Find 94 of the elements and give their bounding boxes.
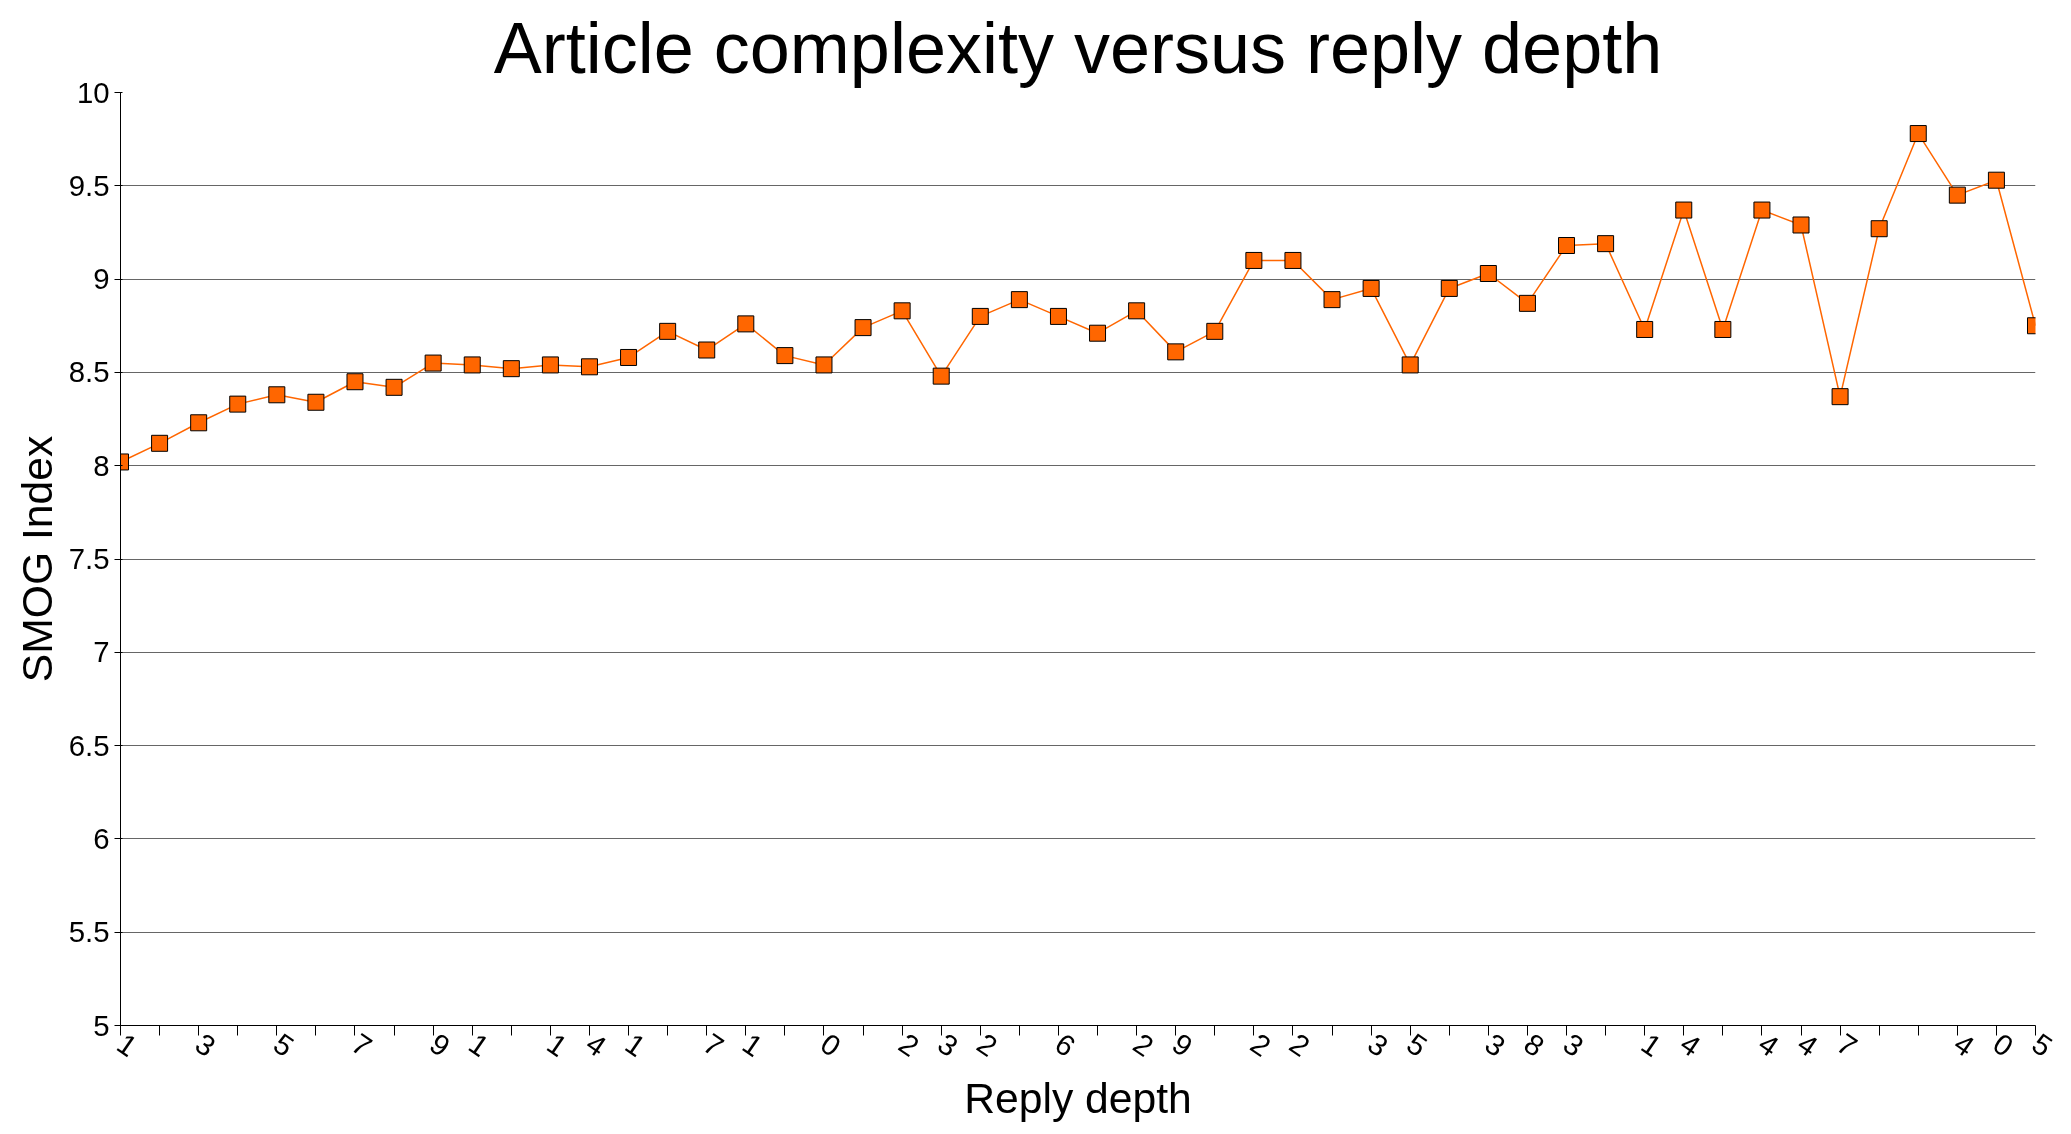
point [1010, 291, 1028, 309]
point [1558, 237, 1576, 255]
x-axis-title: Reply depth [964, 1074, 1192, 1123]
point [1245, 251, 1263, 269]
x-tick-label: 3 [932, 1026, 965, 1063]
point [659, 322, 677, 340]
point [502, 360, 520, 378]
point [1753, 201, 1771, 219]
point [776, 347, 794, 365]
x-tick-label: 9 [1166, 1026, 1199, 1063]
point [1870, 220, 1888, 238]
point [1440, 279, 1458, 297]
x-tick-label: 4 [1948, 1026, 1981, 1063]
x-tick-label: 2 [1244, 1026, 1277, 1063]
x-tick-label: 1 [111, 1026, 144, 1063]
y-tick-label: 7 [93, 635, 110, 669]
x-tick-label: 7 [1831, 1026, 1864, 1063]
x-tick-label: 1 [463, 1026, 496, 1063]
x-tick-label: 6 [1049, 1026, 1082, 1063]
x-tick-label: 1 [736, 1026, 769, 1063]
y-tick-label: 9 [93, 262, 110, 296]
y-tick-label: 8.5 [68, 355, 110, 389]
x-tick-label: 0 [1987, 1026, 2020, 1063]
x-tick-label: 1 [541, 1026, 574, 1063]
point [580, 358, 598, 376]
point [1284, 251, 1302, 269]
point [1597, 235, 1615, 253]
x-tick-label: 3 [189, 1026, 222, 1063]
x-tick-label: 2 [893, 1026, 926, 1063]
point [1987, 171, 2005, 189]
x-tick-label: 3 [1479, 1026, 1512, 1063]
point [737, 315, 755, 333]
x-tick-label: 4 [580, 1026, 613, 1063]
x-tick-label: 2 [1127, 1026, 1160, 1063]
point [268, 386, 286, 404]
x-tick-label: 0 [814, 1026, 848, 1063]
point [1206, 322, 1224, 340]
point [190, 414, 208, 432]
point [307, 393, 325, 411]
x-tick-label: 8 [1518, 1026, 1551, 1063]
point [815, 356, 833, 374]
point [893, 302, 911, 320]
point [1714, 320, 1732, 338]
x-tick-label: 4 [1674, 1026, 1707, 1063]
y-tick-label: 6.5 [68, 728, 110, 762]
y-tick-label: 10 [76, 75, 110, 109]
point [151, 434, 169, 452]
x-tick-label: 7 [697, 1026, 730, 1063]
point [346, 373, 364, 391]
point [1049, 307, 1067, 325]
point [698, 341, 716, 359]
x-tick-label: 9 [424, 1026, 457, 1063]
point [541, 356, 559, 374]
point [1792, 216, 1810, 234]
x-tick-label: 1 [1635, 1026, 1668, 1063]
point [1948, 186, 1966, 204]
point [1362, 279, 1380, 297]
point [620, 348, 638, 366]
x-tick-label: 3 [1557, 1026, 1590, 1063]
y-tick-label: 7.5 [68, 542, 110, 575]
point [1518, 294, 1536, 312]
x-tick-label: 5 [2026, 1026, 2059, 1063]
x-tick-label: 2 [971, 1026, 1004, 1063]
y-tick-label: 5.5 [68, 915, 110, 949]
point [229, 395, 247, 413]
point [1636, 320, 1654, 338]
x-tick-label: 1 [619, 1026, 652, 1063]
point [854, 319, 872, 337]
point [932, 367, 950, 385]
point [424, 354, 442, 372]
y-tick-label: 9.5 [68, 168, 110, 202]
x-tick-label: 3 [1362, 1026, 1395, 1063]
point [1909, 125, 1927, 143]
chart-title: Article complexity versus reply depth [493, 7, 1663, 88]
x-tick-label: 5 [267, 1026, 300, 1063]
point [1675, 201, 1693, 219]
y-axis-title: SMOG Index [12, 435, 61, 683]
y-tick-label: 6 [93, 821, 110, 855]
point [1128, 302, 1146, 320]
point [1323, 291, 1341, 309]
point [463, 356, 481, 374]
point [1479, 265, 1497, 282]
point [1831, 388, 1849, 406]
x-tick-label: 5 [1401, 1026, 1434, 1063]
x-tick-label: 4 [1752, 1026, 1785, 1063]
point [385, 378, 403, 396]
point [971, 307, 989, 325]
x-tick-label: 7 [345, 1026, 379, 1063]
x-tick-label: 4 [1791, 1026, 1825, 1063]
y-tick-label: 8 [93, 448, 110, 482]
point [1401, 356, 1419, 374]
point [1089, 324, 1107, 342]
point [1167, 343, 1185, 361]
x-tick-label: 2 [1283, 1026, 1317, 1063]
